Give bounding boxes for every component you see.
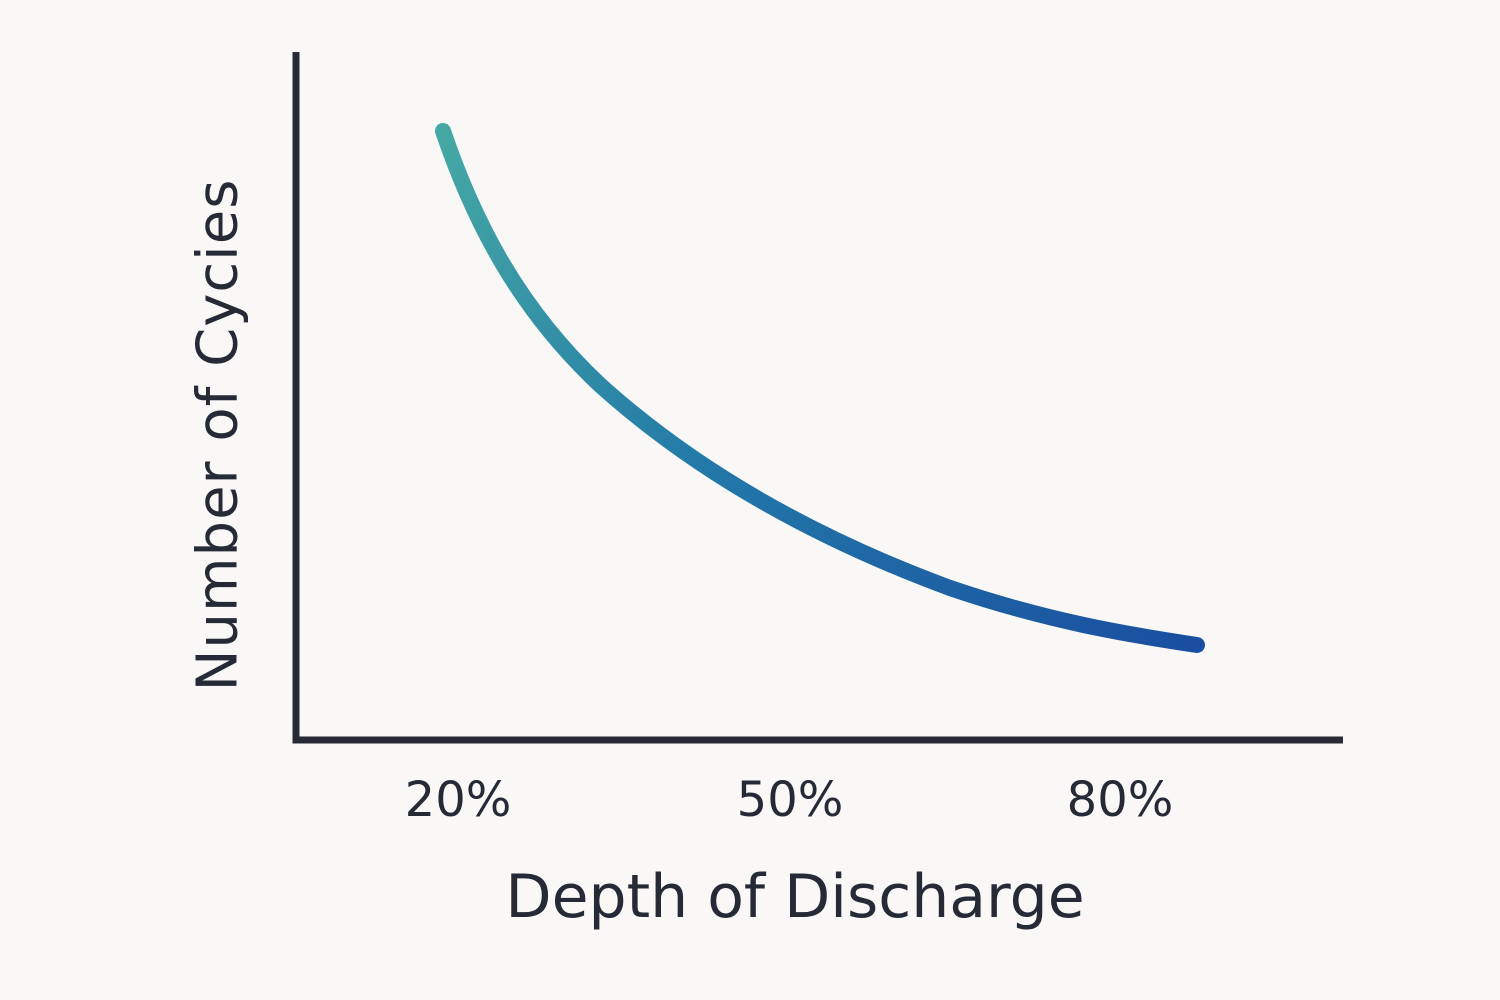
- x-tick-50: 50%: [736, 772, 844, 828]
- x-tick-20: 20%: [404, 772, 512, 828]
- data-curve: [435, 123, 1205, 653]
- x-tick-80: 80%: [1066, 772, 1174, 828]
- x-axis-label: Depth of Discharge: [505, 862, 1085, 932]
- y-axis-label: Number of Cycies: [185, 178, 251, 692]
